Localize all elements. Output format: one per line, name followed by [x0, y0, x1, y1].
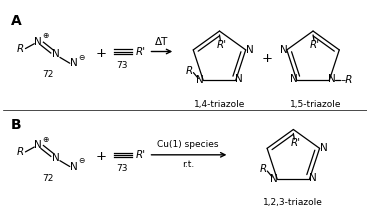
Text: ⊖: ⊖ — [78, 53, 85, 62]
Text: +: + — [261, 52, 272, 65]
Text: N: N — [196, 75, 204, 85]
Text: r.t.: r.t. — [182, 160, 194, 169]
Text: –R: –R — [341, 75, 353, 85]
Text: R: R — [17, 147, 24, 157]
Text: ΔT: ΔT — [155, 37, 168, 47]
Text: R: R — [260, 164, 267, 174]
Text: +: + — [96, 150, 107, 163]
Text: 1,5-triazole: 1,5-triazole — [290, 100, 342, 109]
Text: B: B — [11, 118, 21, 132]
Text: N: N — [34, 140, 42, 150]
Text: R': R' — [310, 40, 320, 50]
Text: 73: 73 — [116, 61, 128, 70]
Text: ⊕: ⊕ — [42, 31, 48, 41]
Text: N: N — [70, 58, 78, 68]
Text: 1,4-triazole: 1,4-triazole — [194, 100, 245, 109]
Text: N: N — [280, 45, 288, 55]
Text: N: N — [270, 174, 278, 184]
Text: N: N — [34, 37, 42, 47]
Text: Cu(1) species: Cu(1) species — [157, 140, 219, 149]
Text: R: R — [17, 44, 24, 54]
Text: R': R' — [216, 40, 226, 50]
Text: 1,2,3-triazole: 1,2,3-triazole — [263, 198, 323, 207]
Text: +: + — [96, 47, 107, 60]
Text: N: N — [328, 74, 336, 85]
Text: R': R' — [136, 46, 146, 57]
Text: N: N — [70, 162, 78, 171]
Text: N: N — [309, 173, 316, 183]
Text: N: N — [290, 74, 298, 85]
Text: ⊕: ⊕ — [42, 135, 48, 144]
Text: N: N — [246, 45, 253, 55]
Text: A: A — [11, 14, 21, 28]
Text: 72: 72 — [43, 174, 54, 183]
Text: ⊖: ⊖ — [78, 156, 85, 165]
Text: 73: 73 — [116, 164, 128, 173]
Text: N: N — [235, 74, 242, 85]
Text: R': R' — [290, 138, 300, 148]
Text: N: N — [52, 49, 60, 59]
Text: 72: 72 — [43, 70, 54, 79]
Text: N: N — [52, 153, 60, 163]
Text: R': R' — [136, 150, 146, 160]
Text: R: R — [186, 66, 193, 76]
Text: N: N — [320, 143, 327, 153]
